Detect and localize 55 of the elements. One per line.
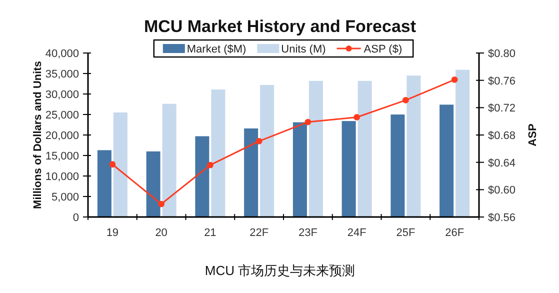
legend-label: ASP ($) (364, 44, 402, 56)
y2-tick-label: $0.76 (488, 75, 516, 88)
point (256, 138, 262, 144)
bar (358, 80, 372, 217)
bar (244, 128, 258, 217)
x-tick-label: 24F (347, 227, 367, 239)
y-tick-label: 30,000 (45, 89, 79, 101)
bar (440, 104, 454, 217)
point (158, 200, 165, 208)
bar (195, 136, 210, 217)
point (354, 114, 360, 120)
text: MCU 市场历史与未来预测 (204, 263, 356, 278)
x-tick-label: 21 (204, 227, 216, 239)
x-tick-label: 25F (396, 227, 416, 239)
bar (390, 114, 405, 217)
point (451, 76, 458, 83)
point (109, 161, 116, 168)
bar (292, 122, 307, 217)
y-tick-label: 5,000 (51, 192, 79, 204)
bar (406, 76, 421, 217)
point (402, 96, 409, 104)
x-tick-label: 22F (250, 227, 269, 239)
y2-tick-label: $0.72 (488, 102, 516, 115)
y2-axis-title: ASP (527, 124, 539, 146)
bar (113, 112, 128, 217)
y-tick-label: 15,000 (45, 150, 79, 162)
y2-tick-label: $0.64 (488, 157, 516, 170)
y-tick-label: 10,000 (45, 171, 79, 183)
bar (456, 70, 470, 217)
y-tick-label: 25,000 (45, 110, 79, 122)
x-tick-label: 20 (155, 227, 168, 239)
legend-label: Units (M) (281, 44, 326, 56)
x-tick-label: 26F (445, 227, 464, 239)
x-tick-label: 23F (298, 227, 318, 239)
bar (97, 150, 112, 217)
bar (308, 80, 323, 217)
y2-tick-label: $0.60 (488, 184, 516, 197)
bar (162, 104, 176, 217)
bar (146, 151, 160, 217)
y-tick-label: 20,000 (45, 130, 79, 142)
bar (342, 121, 356, 217)
point (206, 162, 214, 168)
y2-tick-label: $0.56 (488, 212, 516, 224)
point (304, 118, 312, 126)
y-tick-label: 35,000 (45, 68, 79, 80)
y-tick-label: 0 (72, 212, 79, 224)
bar (211, 89, 226, 217)
bar (260, 84, 274, 217)
y-axis-title: Millions of Dollars and Units (32, 61, 44, 209)
chart-title: MCU Market History and Forecast (144, 17, 416, 36)
y-tick-label: 40,000 (45, 48, 79, 60)
y2-tick-label: $0.68 (488, 130, 516, 142)
y2-tick-label: $0.80 (488, 48, 516, 60)
legend-label: Market ($M) (186, 44, 246, 56)
x-tick-label: 19 (106, 227, 119, 239)
